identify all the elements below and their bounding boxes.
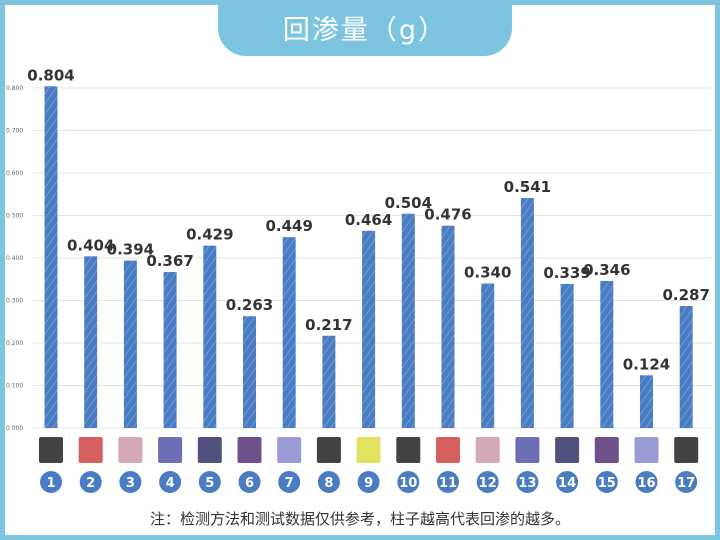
data-label: 0.541 [504,178,551,196]
category-badge [119,471,142,493]
bar [441,225,455,428]
bar [203,245,217,428]
category-label: 14 [558,476,576,491]
data-label: 0.339 [543,264,590,282]
product-image [197,437,222,463]
bar [322,335,336,428]
category-label: 4 [166,476,175,491]
data-label: 0.263 [226,296,273,314]
product-image [277,437,302,463]
category-badge [595,471,618,493]
product-image [396,437,421,463]
product-image [316,437,341,463]
bar [679,306,693,428]
category-badge [675,471,698,493]
y-tick-label: 0.700 [6,128,23,135]
product-image [674,437,699,463]
category-badge [397,471,420,493]
product-image [356,437,381,463]
category-badge [159,471,182,493]
category-badge [635,471,658,493]
bar [44,86,58,429]
category-label: 11 [439,476,457,491]
data-label: 0.367 [146,252,193,270]
category-badge [476,471,499,493]
product-image [555,437,580,463]
category-label: 13 [518,476,536,491]
bar [560,283,574,428]
product-image [634,437,659,463]
category-label: 17 [677,476,695,491]
y-tick-label: 0.300 [6,298,23,305]
bar [282,237,296,428]
y-tick-label: 0.200 [6,340,23,347]
category-label: 6 [245,476,254,491]
bar [600,280,614,428]
data-label: 0.504 [385,194,432,212]
product-image [78,437,103,463]
category-badge [278,471,301,493]
category-label: 1 [46,476,55,491]
product-image [515,437,540,463]
data-label: 0.404 [67,236,114,254]
product-image [594,437,619,463]
data-label: 0.449 [265,217,312,235]
product-image [39,437,63,463]
category-badge [40,471,62,493]
chart-title: 回渗量（g） [282,15,448,46]
category-badge [317,471,340,493]
category-label: 2 [86,476,95,491]
y-tick-label: 0.600 [6,170,23,177]
category-label: 8 [324,476,333,491]
data-label: 0.394 [107,241,154,259]
category-label: 10 [399,476,417,491]
category-label: 16 [637,476,655,491]
category-badge [357,471,380,493]
category-badge [437,471,459,493]
y-tick-label: 0.400 [6,255,23,262]
product-image [158,437,183,463]
product-image [436,437,460,463]
category-badge [516,471,539,493]
category-label: 5 [205,476,214,491]
data-label: 0.340 [464,264,511,282]
bar [520,198,534,428]
data-label: 0.346 [583,261,630,279]
title-tab [218,0,512,56]
category-label: 9 [364,476,373,491]
category-badge [198,471,221,493]
y-tick-label: 0.000 [6,425,23,432]
bar [84,256,98,428]
bar [362,230,376,428]
category-badge [79,471,102,493]
category-badge [238,471,261,493]
category-badge [556,471,579,493]
bar [481,283,495,428]
data-label: 0.217 [305,316,352,334]
y-tick-label: 0.500 [6,213,23,220]
bar [640,375,653,428]
data-label: 0.804 [27,66,74,84]
data-label: 0.124 [623,355,670,373]
category-label: 7 [285,476,294,491]
category-label: 15 [598,476,616,491]
data-label: 0.287 [662,286,709,304]
bar [243,316,256,428]
data-label: 0.429 [186,226,233,244]
product-image [118,437,143,463]
footnote: 注：检测方法和测试数据仅供参考，柱子越高代表回渗的越多。 [149,510,570,528]
y-tick-label: 0.100 [6,383,23,390]
bar [123,260,137,428]
bar [401,213,415,428]
product-image [475,437,500,463]
y-tick-label: 0.800 [6,85,23,92]
bar [163,272,177,428]
product-image [237,437,262,463]
category-label: 3 [126,476,135,491]
category-label: 12 [479,476,497,491]
data-label: 0.476 [424,206,471,224]
data-label: 0.464 [345,211,392,229]
